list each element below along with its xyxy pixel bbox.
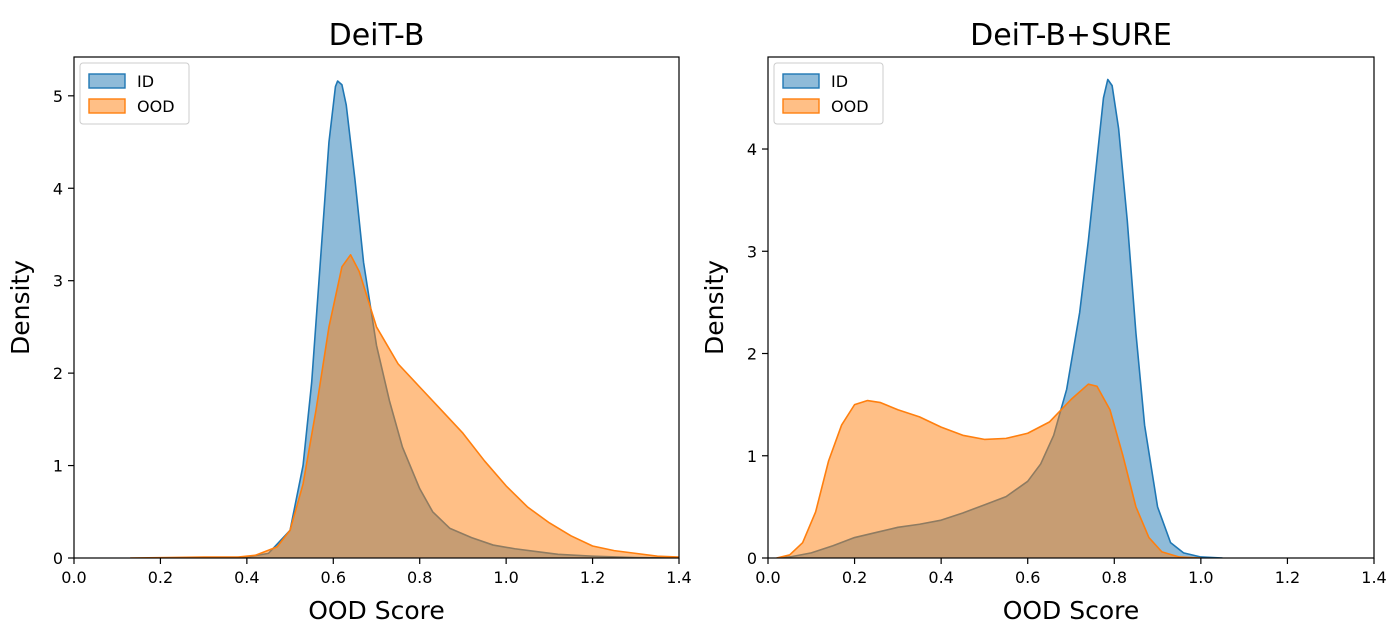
x-tick-label: 1.2 <box>580 568 605 587</box>
y-tick-label: 4 <box>53 179 63 198</box>
chart-panel-deit-b-sure: 0.0 0.2 0.4 0.6 0.8 1.0 1.2 1.4 0 1 2 3 4 DeiT-B+SURE… <box>700 18 1387 625</box>
axes-frame <box>73 56 680 559</box>
series-ood-line <box>130 254 679 558</box>
legend-label-ood: OOD <box>137 97 175 116</box>
x-tick-label: 0.2 <box>842 568 867 587</box>
y-tick-label: 1 <box>53 457 63 476</box>
chart-panel-deit-b: 0.0 0.2 0.4 0.6 0.8 1.0 1.2 1.4 0 1 2 3 4 5 DeiT-B OOD … <box>6 18 692 625</box>
y-tick-label: 1 <box>747 447 757 466</box>
legend-swatch-id <box>782 73 820 89</box>
legend-label-ood: OOD <box>831 97 869 116</box>
x-tick-label: 0.6 <box>1015 568 1040 587</box>
legend-label-id: ID <box>831 72 848 91</box>
y-tick-label: 2 <box>747 345 757 364</box>
legend-swatch-ood <box>782 98 820 114</box>
y-axis-label: Density <box>700 260 729 355</box>
y-tick-label: 4 <box>747 140 757 159</box>
y-tick-label: 0 <box>53 549 63 568</box>
series-ood-fill <box>130 254 679 558</box>
x-tick-label: 0.4 <box>234 568 259 587</box>
legend-swatch-ood <box>88 98 126 114</box>
x-axis-label: OOD Score <box>1003 596 1140 625</box>
legend-label-id: ID <box>137 72 154 91</box>
x-tick-label: 0.0 <box>755 568 780 587</box>
y-tick-label: 2 <box>53 364 63 383</box>
x-tick-label: 0.4 <box>928 568 953 587</box>
chart-title: DeiT-B+SURE <box>970 18 1172 53</box>
x-tick-label: 0.8 <box>1102 568 1127 587</box>
series-ood-fill <box>776 384 1201 558</box>
x-tick-label: 0.6 <box>321 568 346 587</box>
y-tick-label: 5 <box>53 87 63 106</box>
y-tick-label: 3 <box>53 272 63 291</box>
x-tick-label: 0.0 <box>61 568 86 587</box>
x-tick-label: 1.2 <box>1275 568 1300 587</box>
y-tick-label: 3 <box>747 242 757 261</box>
x-tick-label: 0.2 <box>148 568 173 587</box>
series-ood-line <box>776 383 1201 558</box>
y-tick-label: 0 <box>747 549 757 568</box>
x-tick-label: 1.0 <box>493 568 518 587</box>
plot-area <box>130 80 679 558</box>
legend: ID OOD <box>79 62 190 125</box>
x-tick-label: 0.8 <box>407 568 432 587</box>
legend: ID OOD <box>773 62 884 125</box>
chart-title: DeiT-B <box>329 18 425 53</box>
x-axis-label: OOD Score <box>308 596 445 625</box>
legend-swatch-id <box>88 73 126 89</box>
x-tick-label: 1.4 <box>1361 568 1386 587</box>
x-tick-label: 1.0 <box>1188 568 1213 587</box>
y-axis-label: Density <box>6 260 35 355</box>
x-tick-label: 1.4 <box>666 568 691 587</box>
axes-frame <box>767 56 1375 559</box>
plot-area <box>776 78 1223 558</box>
